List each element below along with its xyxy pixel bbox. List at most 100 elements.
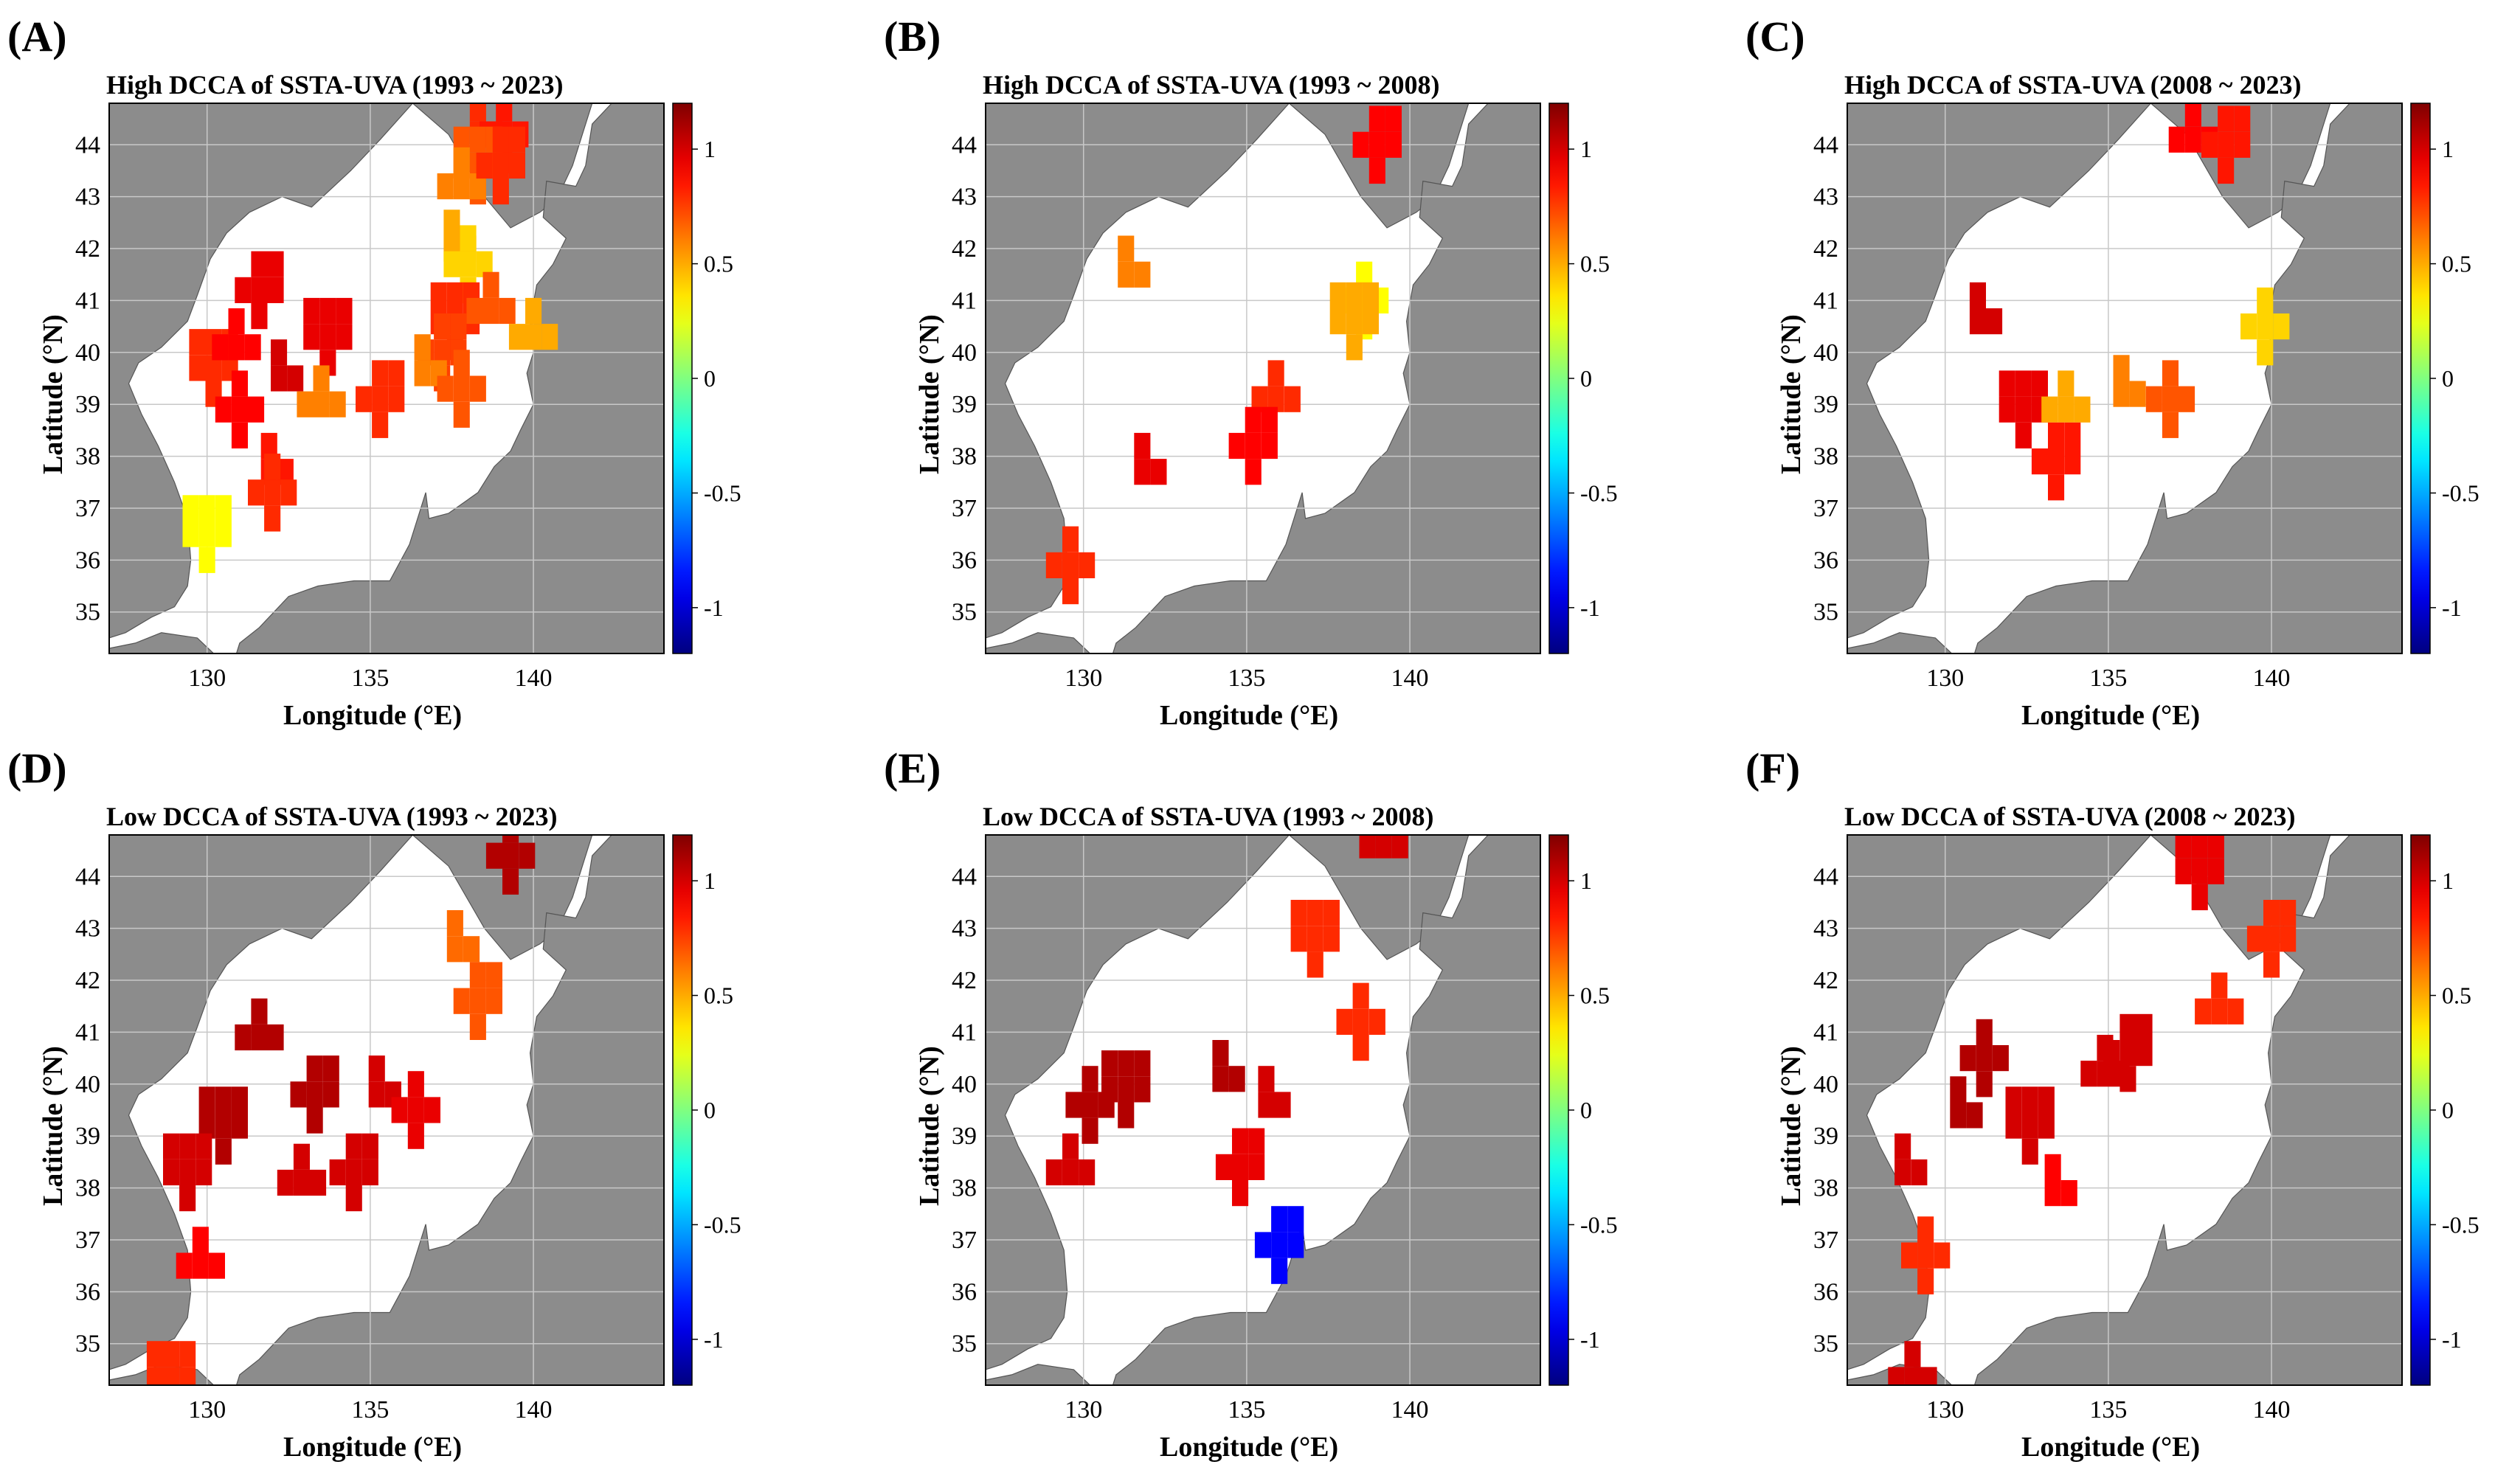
dcca-cell — [1336, 1008, 1353, 1035]
dcca-cell — [146, 1367, 163, 1385]
lat-tick-label: 39 — [952, 391, 977, 418]
lon-tick-label: 140 — [1391, 665, 1429, 692]
lat-tick-label: 41 — [952, 287, 977, 314]
dcca-cell — [1959, 1045, 1976, 1072]
dcca-cell — [146, 1341, 163, 1367]
lon-tick-label: 130 — [188, 1396, 226, 1424]
dcca-cell — [1118, 1050, 1135, 1077]
dcca-cell — [2074, 396, 2091, 423]
dcca-cell — [2218, 157, 2235, 184]
dcca-cell — [1307, 926, 1323, 952]
lon-tick-label: 140 — [2253, 665, 2291, 692]
dcca-cell — [1969, 282, 1986, 308]
map-plot: 130 135 140 35 36 37 38 39 40 41 42 43 44 1 0.5 0 -0.5 -1 — [75, 103, 741, 692]
dcca-cell — [1232, 1154, 1249, 1180]
dcca-cell — [2031, 370, 2048, 397]
lon-tick-label: 130 — [1926, 1396, 1964, 1424]
dcca-cell — [1134, 1050, 1151, 1077]
dcca-cell — [453, 173, 470, 200]
dcca-cell — [271, 339, 288, 366]
lat-tick-label: 37 — [952, 1227, 977, 1254]
dcca-cell — [163, 1367, 180, 1385]
dcca-cell — [287, 365, 304, 392]
dcca-cell — [1212, 1040, 1229, 1067]
dcca-cell — [251, 998, 268, 1024]
dcca-cell — [1267, 360, 1284, 386]
dcca-cell — [2048, 474, 2065, 501]
dcca-cell — [244, 334, 261, 361]
dcca-cell — [1888, 1367, 1905, 1385]
dcca-cell — [228, 308, 245, 335]
panel-title: High DCCA of SSTA-UVA (2008 ~ 2023) — [1844, 70, 2302, 100]
colorbar — [1548, 103, 1569, 654]
colorbar-tick-label: -1 — [704, 1326, 724, 1353]
land-coast_north — [986, 835, 1290, 1370]
dcca-cell — [231, 1086, 248, 1113]
map-plot: 130 135 140 35 36 37 38 39 40 41 42 43 44 1 0.5 0 -0.5 -1 — [75, 834, 741, 1424]
dcca-cell — [1232, 1180, 1249, 1207]
dcca-cell — [1986, 308, 2003, 335]
dcca-cell — [198, 1086, 215, 1113]
map-panel-b: (B) High DCCA of SSTA-UVA (1993 ~ 2008) 13… — [876, 0, 1688, 738]
dcca-cell — [1062, 526, 1079, 552]
dcca-cell — [443, 209, 460, 236]
dcca-cell — [525, 297, 542, 325]
dcca-cell — [388, 360, 405, 386]
colorbar-tick-label: 1 — [2442, 136, 2454, 162]
dcca-cell — [368, 1055, 385, 1082]
dcca-cell — [469, 988, 486, 1014]
dcca-cell — [2246, 926, 2263, 952]
dcca-cell — [1274, 1092, 1291, 1118]
colorbar-tick-label: 0 — [1580, 1097, 1592, 1123]
dcca-cell — [453, 147, 470, 173]
dcca-cell — [2263, 951, 2280, 978]
dcca-cell — [453, 126, 470, 153]
lon-tick-label: 130 — [1065, 665, 1102, 692]
dcca-cell — [2129, 381, 2146, 407]
dcca-cell — [1212, 1066, 1229, 1092]
dcca-cell — [182, 495, 199, 521]
dcca-cell — [1920, 1367, 1937, 1385]
lat-tick-label: 36 — [1813, 547, 1838, 574]
map-frame — [985, 103, 1541, 654]
lat-tick-label: 37 — [952, 495, 977, 522]
dcca-cell — [1271, 1232, 1288, 1258]
dcca-cell — [2273, 313, 2290, 340]
dcca-cell — [2175, 858, 2192, 884]
dcca-cell — [2064, 448, 2081, 475]
dcca-cell — [2080, 1061, 2097, 1087]
lat-tick-label: 44 — [952, 131, 977, 159]
dcca-cell — [1101, 1076, 1118, 1103]
panel-letter: (A) — [7, 13, 67, 60]
dcca-cell — [1228, 432, 1245, 460]
colorbar-tick-label: -0.5 — [704, 1211, 741, 1238]
dcca-cell — [192, 1252, 209, 1279]
dcca-cell — [313, 365, 330, 392]
dcca-cell — [407, 1071, 424, 1098]
dcca-cell — [1976, 1019, 1993, 1045]
land-kyushu_korea_tip — [986, 1364, 1091, 1385]
dcca-cell — [1346, 308, 1363, 335]
dcca-cell — [1323, 900, 1340, 926]
y-axis-label: Latitude (°N) — [1776, 1046, 1807, 1206]
dcca-cell — [198, 1112, 215, 1139]
dcca-cell — [2227, 998, 2244, 1024]
lat-tick-label: 35 — [1813, 1331, 1838, 1358]
dcca-cell — [1391, 835, 1408, 859]
dcca-cell — [2103, 1040, 2120, 1067]
lat-tick-label: 42 — [952, 235, 977, 263]
map-frame — [1847, 834, 2403, 1386]
dcca-cell — [2195, 998, 2212, 1024]
lat-tick-label: 39 — [1813, 1123, 1838, 1150]
lat-tick-label: 40 — [952, 339, 977, 367]
dcca-cell — [391, 1097, 408, 1123]
land-japan — [1112, 835, 1540, 1385]
dcca-cell — [361, 1133, 378, 1159]
dcca-cell — [443, 251, 460, 277]
dcca-cell — [1215, 1154, 1232, 1180]
dcca-cell — [2184, 126, 2201, 153]
lat-tick-label: 41 — [75, 1019, 100, 1046]
dcca-cell — [1329, 282, 1346, 308]
lat-tick-label: 44 — [75, 131, 100, 159]
colorbar — [1548, 834, 1569, 1386]
